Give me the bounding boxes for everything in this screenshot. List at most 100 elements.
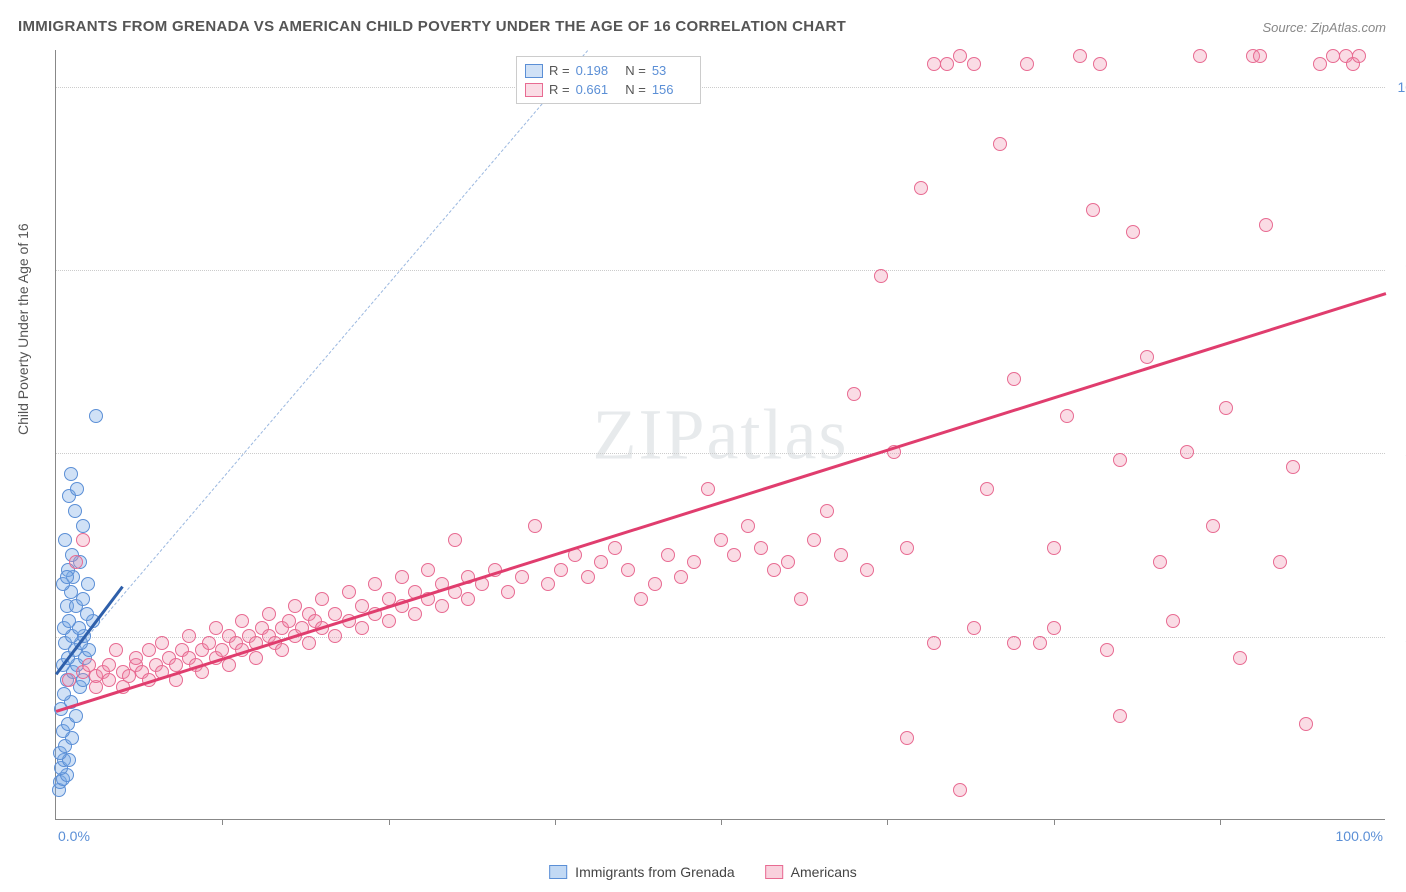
scatter-point xyxy=(661,548,675,562)
scatter-point xyxy=(142,643,156,657)
scatter-point xyxy=(820,504,834,518)
scatter-point xyxy=(581,570,595,584)
scatter-point xyxy=(608,541,622,555)
stat-n-value: 53 xyxy=(652,63,692,78)
scatter-point xyxy=(421,563,435,577)
scatter-point xyxy=(967,621,981,635)
scatter-point xyxy=(1113,453,1127,467)
scatter-point xyxy=(834,548,848,562)
legend-swatch xyxy=(525,83,543,97)
scatter-point xyxy=(1113,709,1127,723)
scatter-point xyxy=(914,181,928,195)
scatter-point xyxy=(1180,445,1194,459)
scatter-point xyxy=(900,541,914,555)
scatter-point xyxy=(102,658,116,672)
scatter-point xyxy=(874,269,888,283)
scatter-point xyxy=(1193,49,1207,63)
scatter-point xyxy=(1233,651,1247,665)
scatter-point xyxy=(355,621,369,635)
watermark: ZIPatlas xyxy=(593,393,849,476)
scatter-point xyxy=(57,687,71,701)
scatter-point xyxy=(860,563,874,577)
scatter-point xyxy=(1020,57,1034,71)
scatter-point xyxy=(953,783,967,797)
scatter-point xyxy=(302,636,316,650)
scatter-point xyxy=(288,599,302,613)
legend-swatch xyxy=(765,865,783,879)
scatter-point xyxy=(1219,401,1233,415)
scatter-point xyxy=(714,533,728,547)
scatter-point xyxy=(109,643,123,657)
scatter-point xyxy=(794,592,808,606)
scatter-point xyxy=(1140,350,1154,364)
scatter-point xyxy=(515,570,529,584)
scatter-point xyxy=(282,614,296,628)
scatter-point xyxy=(1166,614,1180,628)
scatter-point xyxy=(1352,49,1366,63)
scatter-point xyxy=(807,533,821,547)
scatter-point xyxy=(408,607,422,621)
scatter-point xyxy=(1206,519,1220,533)
legend-stats-row: R =0.661 N =156 xyxy=(525,80,692,99)
scatter-point xyxy=(1047,541,1061,555)
scatter-point xyxy=(741,519,755,533)
plot-area: ZIPatlas 25.0%50.0%75.0%100.0%0.0%100.0%… xyxy=(55,50,1385,820)
scatter-point xyxy=(1007,636,1021,650)
gridline-h xyxy=(56,87,1385,88)
scatter-point xyxy=(62,614,76,628)
scatter-point xyxy=(382,614,396,628)
x-tick xyxy=(887,819,888,825)
x-tick xyxy=(222,819,223,825)
legend-stats-row: R =0.198 N =53 xyxy=(525,61,692,80)
legend-bottom: Immigrants from Grenada Americans xyxy=(549,864,857,880)
scatter-point xyxy=(155,636,169,650)
x-tick xyxy=(1220,819,1221,825)
legend-label: Americans xyxy=(791,864,857,880)
x-tick xyxy=(555,819,556,825)
scatter-point xyxy=(461,592,475,606)
scatter-point xyxy=(1060,409,1074,423)
y-tick-label: 100.0% xyxy=(1390,79,1406,95)
scatter-point xyxy=(262,607,276,621)
scatter-point xyxy=(1047,621,1061,635)
scatter-point xyxy=(222,658,236,672)
scatter-point xyxy=(182,629,196,643)
y-tick-label: 50.0% xyxy=(1390,445,1406,461)
gridline-h xyxy=(56,270,1385,271)
y-tick-label: 25.0% xyxy=(1390,629,1406,645)
scatter-point xyxy=(1033,636,1047,650)
scatter-point xyxy=(89,409,103,423)
legend-bottom-item: Americans xyxy=(765,864,857,880)
scatter-point xyxy=(1313,57,1327,71)
scatter-point xyxy=(102,673,116,687)
scatter-point xyxy=(927,57,941,71)
scatter-point xyxy=(81,577,95,591)
scatter-point xyxy=(967,57,981,71)
scatter-point xyxy=(754,541,768,555)
scatter-point xyxy=(368,577,382,591)
scatter-point xyxy=(554,563,568,577)
scatter-point xyxy=(68,504,82,518)
scatter-point xyxy=(1100,643,1114,657)
scatter-point xyxy=(209,621,223,635)
scatter-point xyxy=(1007,372,1021,386)
scatter-point xyxy=(235,614,249,628)
legend-label: Immigrants from Grenada xyxy=(575,864,735,880)
scatter-point xyxy=(621,563,635,577)
stat-n-value: 156 xyxy=(652,82,692,97)
scatter-point xyxy=(767,563,781,577)
scatter-point xyxy=(900,731,914,745)
scatter-point xyxy=(1259,218,1273,232)
trend-line xyxy=(56,292,1387,712)
scatter-point xyxy=(435,599,449,613)
source-attribution: Source: ZipAtlas.com xyxy=(1262,20,1386,35)
legend-bottom-item: Immigrants from Grenada xyxy=(549,864,735,880)
scatter-point xyxy=(58,533,72,547)
reference-diagonal xyxy=(56,50,589,674)
x-tick xyxy=(1054,819,1055,825)
scatter-point xyxy=(927,636,941,650)
scatter-point xyxy=(76,519,90,533)
scatter-point xyxy=(727,548,741,562)
scatter-point xyxy=(541,577,555,591)
x-tick xyxy=(721,819,722,825)
